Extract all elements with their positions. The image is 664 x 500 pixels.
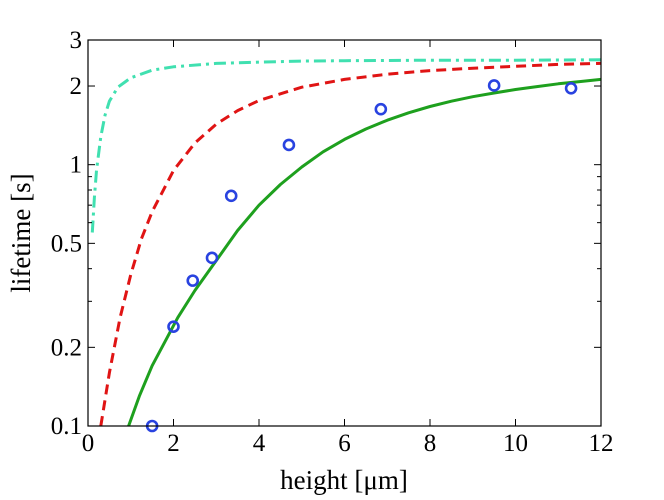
x-tick-label: 12 <box>589 430 614 457</box>
y-tick-label: 0.1 <box>51 413 82 440</box>
data-point <box>374 102 388 116</box>
series-layer <box>90 58 601 426</box>
data-point <box>167 320 180 333</box>
x-tick-label: 8 <box>424 430 437 457</box>
y-axis-label: lifetime [s] <box>6 173 36 292</box>
data-point <box>282 138 296 152</box>
y-tick-label: 2 <box>70 73 83 100</box>
y-tick-label: 0.2 <box>51 334 82 361</box>
x-tick-label: 10 <box>503 430 528 457</box>
y-tick-label: 1 <box>70 152 83 179</box>
plot-area <box>88 40 601 426</box>
x-tick-label: 4 <box>253 430 266 457</box>
data-point <box>564 82 578 95</box>
plot-frame <box>87 39 602 427</box>
x-axis-label: height [μm] <box>280 465 408 495</box>
x-tick-label: 6 <box>338 430 351 457</box>
series-model-dashdot <box>90 58 601 233</box>
series-model-dashed <box>99 61 601 426</box>
y-tick-label: 0.5 <box>51 230 82 257</box>
data-point <box>224 189 238 203</box>
x-tick-label: 0 <box>82 430 95 457</box>
markers-layer <box>145 79 578 433</box>
y-tick-label: 3 <box>70 27 83 54</box>
series-model-solid <box>127 77 601 426</box>
data-point <box>186 274 200 287</box>
data-point <box>487 79 501 92</box>
x-tick-label: 2 <box>167 430 180 457</box>
data-point <box>205 251 219 265</box>
